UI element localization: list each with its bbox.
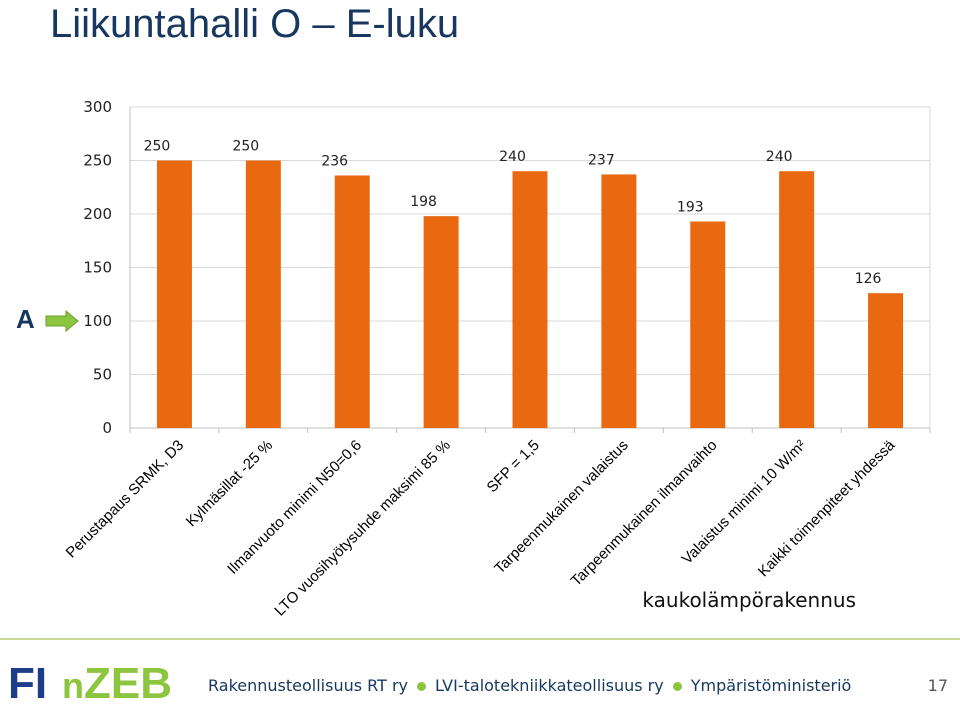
data-label: 240 xyxy=(499,149,526,165)
category-label: LTO vuosihyötysuhde maksimi 85 % xyxy=(271,437,454,620)
y-tick-label: 300 xyxy=(83,98,112,116)
finzeb-logo: FI n ZEB xyxy=(8,662,172,702)
bar xyxy=(334,175,370,428)
page-number: 17 xyxy=(927,676,948,695)
footer-organizations: Rakennusteollisuus RT ry LVI-talotekniikk… xyxy=(208,676,851,695)
category-label: Kylmäsillat -25 % xyxy=(183,437,276,530)
bullet-icon xyxy=(672,681,682,691)
bar xyxy=(779,171,815,428)
footer-divider xyxy=(0,638,960,640)
category-label: Perustapaus SRMK, D3 xyxy=(63,437,188,562)
bar xyxy=(690,221,726,428)
svg-text:n: n xyxy=(62,665,84,702)
data-label: 240 xyxy=(766,149,793,165)
footer-org-1: Rakennusteollisuus RT ry xyxy=(208,676,409,695)
data-label: 236 xyxy=(321,153,348,169)
right-arrow-icon xyxy=(45,310,79,332)
page-title: Liikuntahalli O – E-luku xyxy=(50,2,460,46)
footer-org-3: Ympäristöministeriö xyxy=(690,676,852,695)
data-label: 126 xyxy=(855,271,882,287)
bar xyxy=(423,216,459,428)
data-label: 198 xyxy=(410,194,437,210)
bar xyxy=(245,160,281,428)
building-type-label: kaukolämpörakennus xyxy=(642,588,856,612)
footer-org-2: LVI-talotekniikkateollisuus ry xyxy=(435,676,664,695)
y-tick-label: 150 xyxy=(83,259,112,277)
data-label: 250 xyxy=(144,139,171,155)
bullet-icon xyxy=(417,681,427,691)
y-tick-label: 50 xyxy=(93,366,112,384)
energy-class-marker-label: A xyxy=(16,304,35,334)
y-tick-label: 100 xyxy=(83,312,112,330)
y-tick-label: 0 xyxy=(102,419,112,437)
bar xyxy=(868,293,904,428)
y-tick-label: 200 xyxy=(83,205,112,223)
svg-text:FI: FI xyxy=(8,662,47,702)
bar xyxy=(512,171,548,428)
bar xyxy=(156,160,192,428)
data-label: 237 xyxy=(588,152,615,168)
data-label: 250 xyxy=(232,139,259,155)
bar xyxy=(601,174,637,428)
category-label: SFP = 1,5 xyxy=(484,437,543,496)
category-label: Tarpeenmukainen ilmanvaihto xyxy=(568,437,721,590)
data-label: 193 xyxy=(677,199,704,215)
bar-chart: 0 50 100 150 200 250 300 250 250 236 198 240 237 193… xyxy=(63,98,931,620)
y-tick-label: 250 xyxy=(83,152,112,170)
svg-text:ZEB: ZEB xyxy=(84,662,172,702)
